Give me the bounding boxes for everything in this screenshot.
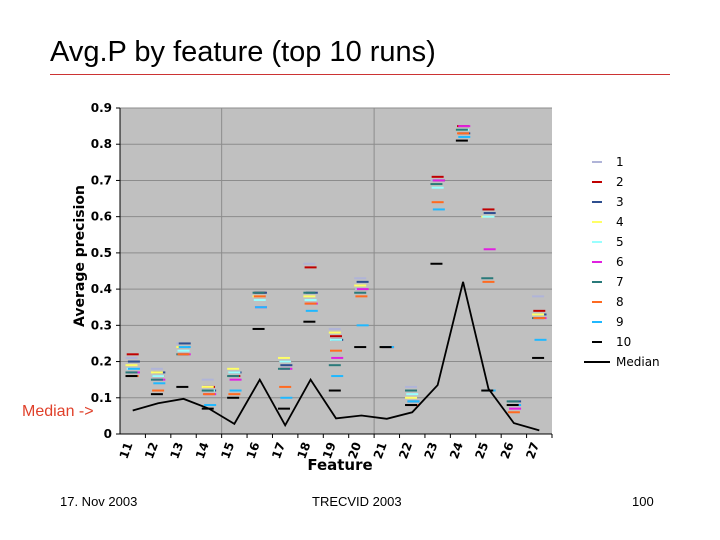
gridlines <box>120 107 552 435</box>
y-tick-label: 0.2 <box>91 355 112 369</box>
page-number: 100 <box>632 494 654 509</box>
y-tick-label: 0.4 <box>91 282 112 296</box>
legend-label: 2 <box>616 175 624 189</box>
y-tick-label: 0.9 <box>91 101 112 115</box>
chart-area: 0 0.1 0.2 0.3 0.4 0.5 0.6 0.7 0.8 0.9 11 12 13 14 15 1… <box>64 94 662 474</box>
x-tick-label: 14 <box>193 440 212 460</box>
y-tick-label: 0 <box>104 427 112 441</box>
y-tick-label: 0.5 <box>91 246 112 260</box>
y-tick-label: 0.6 <box>91 210 112 224</box>
x-axis-ticks: 11 12 13 14 15 16 17 18 19 20 21 22 23 24 25 26 27 <box>117 434 553 461</box>
legend-label: Median <box>616 355 660 369</box>
x-axis-title: Feature <box>307 456 372 474</box>
legend-label: 7 <box>616 275 624 289</box>
x-tick-label: 15 <box>218 440 237 460</box>
x-tick-label: 23 <box>422 440 441 460</box>
legend-label: 4 <box>616 215 624 229</box>
legend: 1 2 3 4 5 6 7 8 9 10 Median <box>580 151 662 373</box>
footer-date: 17. Nov 2003 <box>60 494 138 509</box>
footer-event: TRECVID 2003 <box>312 494 402 509</box>
y-axis-title: Average precision <box>72 185 88 327</box>
x-tick-label: 18 <box>295 440 314 460</box>
median-line <box>132 281 540 432</box>
x-tick-label: 21 <box>371 440 390 460</box>
title-divider <box>50 74 670 75</box>
legend-label: 8 <box>616 295 624 309</box>
median-annotation: Median -> <box>22 403 94 420</box>
x-tick-label: 25 <box>472 440 491 460</box>
data-marks <box>125 125 547 414</box>
legend-label: 9 <box>616 315 624 329</box>
x-tick-label: 17 <box>269 440 288 460</box>
legend-label: 5 <box>616 235 624 249</box>
y-tick-label: 0.8 <box>91 137 112 151</box>
x-tick-label: 24 <box>447 440 466 460</box>
x-tick-label: 20 <box>345 440 364 460</box>
legend-label: 6 <box>616 255 624 269</box>
y-tick-label: 0.1 <box>91 391 112 405</box>
x-tick-label: 26 <box>498 440 517 460</box>
legend-label: 10 <box>616 335 631 349</box>
x-tick-label: 22 <box>396 440 415 460</box>
legend-label: 3 <box>616 195 624 209</box>
x-tick-label: 11 <box>117 440 136 460</box>
y-axis-ticks: 0 0.1 0.2 0.3 0.4 0.5 0.6 0.7 0.8 0.9 <box>91 101 120 441</box>
x-tick-label: 27 <box>523 440 542 460</box>
x-tick-label: 16 <box>244 440 263 460</box>
slide-title: Avg.P by feature (top 10 runs) <box>50 36 436 68</box>
chart-svg: 00.10.20.30.40.50.60.70.80.9 11 12 13 14 15 1… <box>72 101 662 474</box>
legend-label: 1 <box>616 155 624 169</box>
y-tick-label: 0.7 <box>91 173 112 187</box>
plot-background <box>120 108 552 434</box>
x-tick-label: 13 <box>167 440 186 460</box>
x-tick-label: 19 <box>320 440 339 460</box>
y-tick-label: 0.3 <box>91 318 112 332</box>
x-tick-label: 12 <box>142 440 161 460</box>
